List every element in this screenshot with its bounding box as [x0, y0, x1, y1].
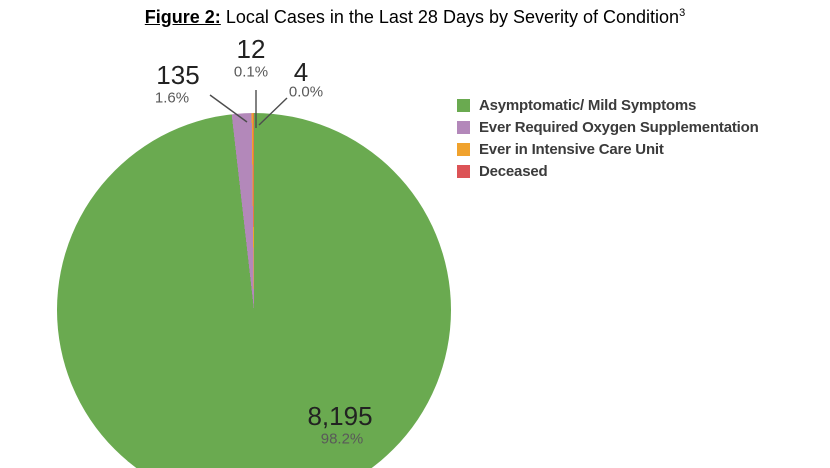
legend-swatch-green-icon	[457, 98, 470, 112]
figure-number-label: Figure 2:	[144, 7, 221, 27]
legend-item-deceased: Deceased	[457, 160, 759, 182]
pie-chart	[57, 113, 451, 468]
legend-label-oxygen: Ever Required Oxygen Supplementation	[479, 118, 759, 136]
deceased-count-label: 4	[293, 57, 309, 87]
legend-swatch-red-icon	[457, 164, 470, 178]
legend-label-asymptomatic-mild: Asymptomatic/ Mild Symptoms	[479, 96, 697, 114]
deceased-pct-label: 0.0%	[288, 83, 324, 101]
legend-swatch-orange-icon	[457, 142, 470, 156]
oxygen-pct-label: 1.6%	[154, 89, 190, 107]
legend-item-icu: Ever in Intensive Care Unit	[457, 138, 759, 160]
mild-pct-label: 98.2%	[320, 430, 364, 448]
legend: Asymptomatic/ Mild Symptoms Ever Require…	[457, 94, 759, 182]
oxygen-count-label: 135	[156, 60, 200, 90]
legend-swatch-purple-icon	[457, 120, 470, 134]
mild-count-label: 8,195	[307, 401, 373, 431]
legend-label-icu: Ever in Intensive Care Unit	[479, 140, 664, 158]
legend-item-oxygen: Ever Required Oxygen Supplementation	[457, 116, 759, 138]
legend-label-deceased: Deceased	[479, 162, 548, 180]
icu-pct-label: 0.1%	[233, 63, 269, 81]
legend-item-asymptomatic-mild: Asymptomatic/ Mild Symptoms	[457, 94, 759, 116]
figure-title: Figure 2: Local Cases in the Last 28 Day…	[0, 7, 830, 28]
figure-title-text: Local Cases in the Last 28 Days by Sever…	[220, 7, 680, 27]
icu-count-label: 12	[236, 34, 266, 64]
figure-title-footnote-marker: 3	[679, 7, 686, 19]
